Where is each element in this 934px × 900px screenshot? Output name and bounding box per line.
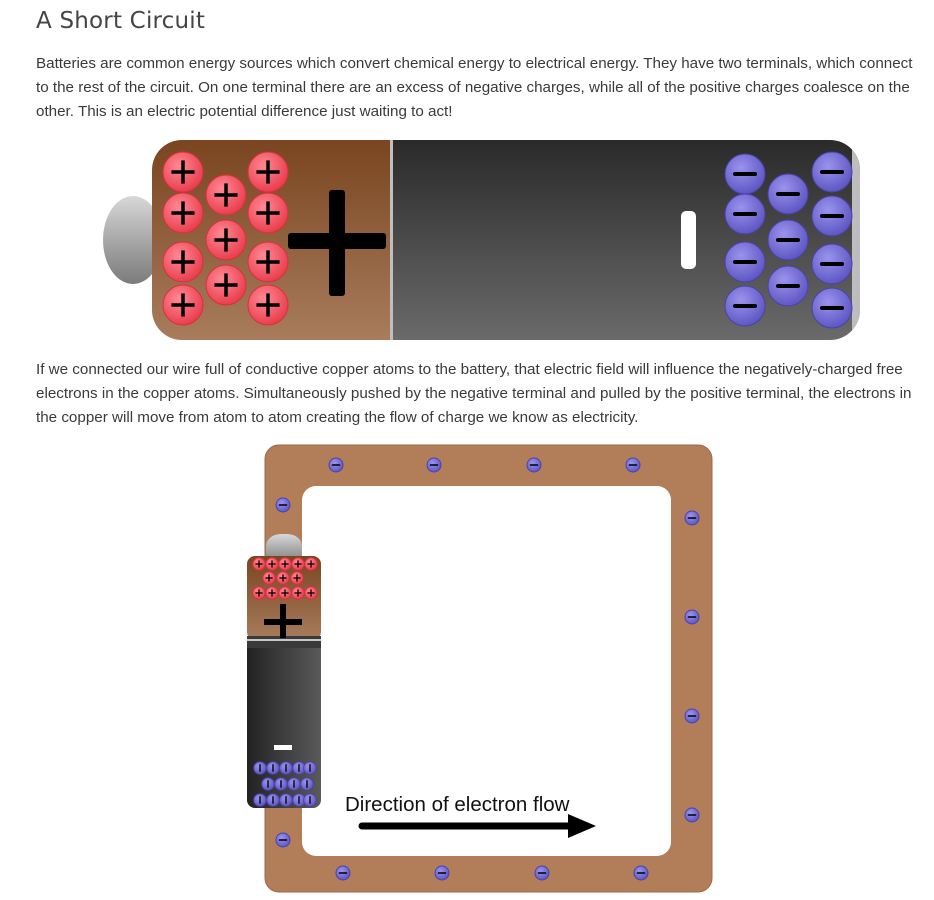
negative-charge bbox=[724, 193, 766, 235]
negative-charge bbox=[767, 219, 809, 261]
positive-charge bbox=[162, 192, 204, 234]
positive-charge bbox=[205, 174, 247, 216]
intro-paragraph: Batteries are common energy sources whic… bbox=[36, 55, 913, 120]
negative-charge bbox=[811, 151, 853, 193]
positive-charge bbox=[205, 264, 247, 306]
negative-terminal-sign bbox=[681, 211, 696, 269]
battery-terminal-cap bbox=[103, 196, 163, 284]
negative-charge bbox=[811, 195, 853, 237]
negative-charge bbox=[724, 285, 766, 327]
negative-charge bbox=[724, 241, 766, 283]
positive-charge bbox=[162, 151, 204, 193]
positive-terminal-sign bbox=[288, 190, 386, 296]
positive-charge bbox=[247, 151, 289, 193]
positive-charge bbox=[162, 241, 204, 283]
positive-charge bbox=[247, 192, 289, 234]
negative-charge bbox=[767, 173, 809, 215]
negative-charge bbox=[811, 243, 853, 285]
positive-charge bbox=[162, 284, 204, 326]
page-title: A Short Circuit bbox=[36, 8, 206, 34]
positive-charges bbox=[162, 151, 289, 326]
circuit-paragraph: If we connected our wire full of conduct… bbox=[36, 361, 912, 426]
positive-charge bbox=[247, 241, 289, 283]
negative-charge bbox=[724, 153, 766, 195]
positive-charge bbox=[205, 219, 247, 261]
negative-charges bbox=[724, 151, 853, 329]
positive-charge bbox=[247, 284, 289, 326]
negative-charge bbox=[811, 287, 853, 329]
negative-charge bbox=[767, 265, 809, 307]
